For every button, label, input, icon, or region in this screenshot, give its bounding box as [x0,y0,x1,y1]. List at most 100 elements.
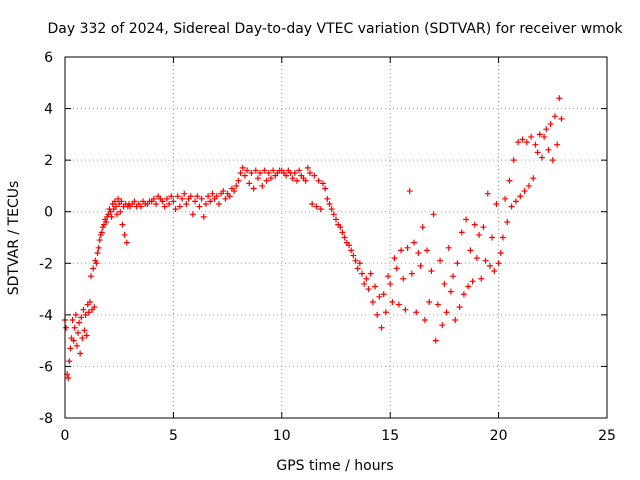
data-point [543,126,550,133]
data-point [417,262,424,269]
data-point [302,177,309,184]
data-point [515,139,522,146]
x-tick-label: 5 [169,428,178,444]
data-point [239,164,246,171]
data-point [289,175,296,182]
data-point [339,229,346,236]
data-point [549,157,556,164]
data-point [233,182,240,189]
data-point [536,131,543,138]
data-point [460,291,467,298]
data-point [541,133,548,140]
data-point [465,283,472,290]
data-point [244,167,251,174]
data-point [411,239,418,246]
data-point [213,193,220,200]
data-point [309,200,316,207]
data-point [382,309,389,316]
data-point [493,200,500,207]
data-point [291,170,298,177]
data-point [378,324,385,331]
data-point [86,298,93,305]
data-point [385,273,392,280]
data-point [235,177,242,184]
data-point [374,311,381,318]
y-tick-label: -2 [39,256,53,272]
data-point [93,260,100,267]
data-point [502,195,509,202]
data-point [207,198,214,205]
data-point [538,154,545,161]
data-point [183,200,190,207]
chart-title: Day 332 of 2024, Sidereal Day-to-day VTE… [48,21,624,37]
data-point [71,324,78,331]
data-point [315,177,322,184]
data-point [404,244,411,251]
x-tick-label: 20 [490,428,508,444]
data-point [428,268,435,275]
data-point [73,342,80,349]
data-point [458,229,465,236]
data-point [430,211,437,218]
data-point [66,358,73,365]
data-point [91,304,98,311]
data-point [508,203,515,210]
data-point [163,195,170,202]
y-tick-label: -4 [39,308,53,324]
data-point [231,188,238,195]
y-tick-label: 0 [44,205,53,221]
data-point [209,190,216,197]
data-point [205,193,212,200]
data-point [187,193,194,200]
data-point [348,247,355,254]
data-point [363,275,370,282]
data-point [131,198,138,205]
data-point [482,257,489,264]
data-point [324,195,331,202]
data-point [471,221,478,228]
data-point [257,170,264,177]
data-point [452,317,459,324]
data-point [170,198,177,205]
data-point [270,167,277,174]
data-point [361,280,368,287]
data-point [467,247,474,254]
data-point [530,175,537,182]
data-point [369,298,376,305]
data-point [108,213,115,220]
data-point [261,167,268,174]
data-point [67,345,74,352]
data-point [85,309,92,316]
data-point [402,306,409,313]
data-point [330,211,337,218]
data-point [137,203,144,210]
data-point [434,301,441,308]
data-point [200,213,207,220]
data-point [296,167,303,174]
data-point [265,170,272,177]
data-point [439,322,446,329]
data-point [337,224,344,231]
data-point [69,317,76,324]
data-point [365,286,372,293]
data-point [304,164,311,171]
data-point [319,180,326,187]
data-point [70,337,77,344]
data-point [333,216,339,223]
data-point [551,113,558,120]
data-point [283,172,290,179]
data-point [443,309,450,316]
data-point [356,260,363,267]
data-point [486,262,493,269]
data-point [421,317,428,324]
data-point [463,216,470,223]
data-point [90,265,97,272]
data-point [246,180,253,187]
data-point [547,121,554,128]
data-point [441,280,448,287]
data-point [519,136,526,143]
data-point [491,268,498,275]
data-point [545,146,552,153]
data-point [250,185,257,192]
data-point [558,115,565,122]
